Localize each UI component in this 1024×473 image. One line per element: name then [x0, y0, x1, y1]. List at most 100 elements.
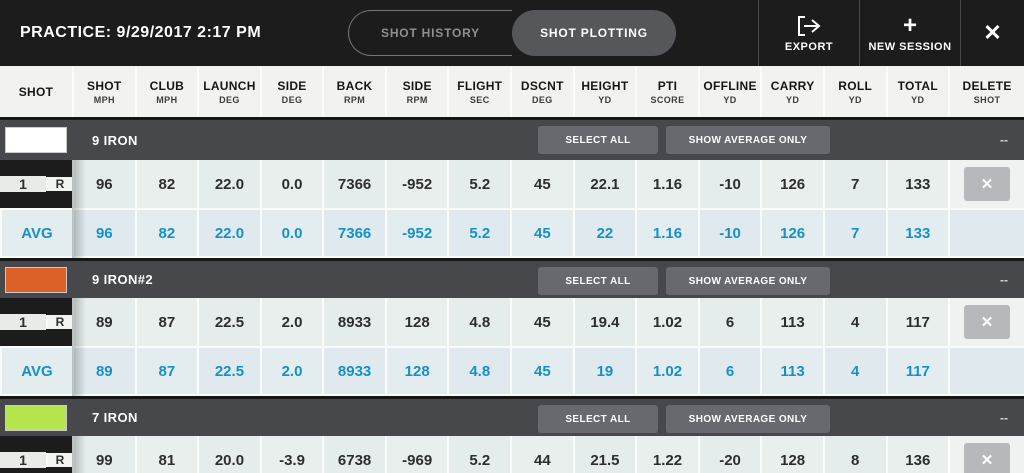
- avg-value-pti: 1.02: [635, 348, 698, 396]
- delete-shot-button[interactable]: ✕: [964, 167, 1011, 201]
- col-header-carry-yd: CARRY YD: [760, 66, 823, 117]
- col-header-offline-yd: OFFLINE YD: [697, 66, 761, 117]
- shot-value-side: 128: [384, 298, 448, 348]
- tab-shot-plotting[interactable]: SHOT PLOTTING: [512, 10, 676, 56]
- shot-value-flight: 5.2: [447, 436, 511, 473]
- shot-value-back: 8933: [322, 298, 385, 348]
- col-header-label: OFFLINE: [703, 78, 757, 93]
- close-icon: ✕: [983, 20, 1002, 45]
- show-average-only-button[interactable]: SHOW AVERAGE ONLY: [666, 267, 830, 295]
- avg-value-roll: 7: [822, 210, 886, 258]
- col-header-label: SIDE: [402, 78, 432, 93]
- col-header-unit: DEG: [531, 94, 553, 105]
- avg-value-back: 8933: [322, 348, 385, 396]
- avg-value-carry: 113: [760, 348, 823, 396]
- col-header-unit: DEG: [281, 94, 303, 105]
- avg-value-club: 82: [134, 210, 198, 258]
- shot-row[interactable]: 1 R 96 82 22.0 0.0 7366 -952 5.2 45 22.1 1.16 -10 126…: [0, 160, 1024, 210]
- shot-value-side: -3.9: [259, 436, 323, 473]
- shot-value-offline: -10: [697, 160, 761, 210]
- shot-value-launch: 22.0: [197, 160, 260, 210]
- export-button[interactable]: EXPORT: [758, 0, 859, 66]
- col-header-label: SHOT: [87, 78, 122, 93]
- close-button[interactable]: ✕: [960, 0, 1024, 66]
- new-session-label: NEW SESSION: [868, 41, 952, 53]
- shot-value-height: 21.5: [572, 436, 636, 473]
- group-swatch-wrap: [0, 266, 72, 293]
- show-average-only-button[interactable]: SHOW AVERAGE ONLY: [666, 405, 830, 433]
- export-label: EXPORT: [784, 41, 834, 53]
- group-color-swatch: [5, 127, 67, 153]
- delete-shot-button[interactable]: ✕: [964, 305, 1011, 339]
- col-header-unit: YD: [598, 94, 612, 105]
- select-all-button[interactable]: SELECT ALL: [538, 267, 658, 295]
- shot-hand-flag: R: [46, 315, 72, 329]
- col-header-label: BACK: [336, 78, 373, 93]
- col-header-delete-shot: DELETE SHOT: [948, 66, 1024, 117]
- select-all-button[interactable]: SELECT ALL: [538, 405, 658, 433]
- tab-shot-history-label: SHOT HISTORY: [381, 26, 480, 40]
- avg-value-height: 19: [572, 348, 636, 396]
- table-header-row: SHOT SHOT MPH CLUB MPH LAUNCH DEG SIDE DEG BACK RP…: [0, 66, 1024, 120]
- new-session-button[interactable]: + NEW SESSION: [859, 0, 960, 66]
- shot-value-flight: 4.8: [447, 298, 511, 348]
- avg-value-launch: 22.0: [197, 210, 260, 258]
- shot-value-launch: 22.5: [197, 298, 260, 348]
- group-swatch-wrap: [0, 127, 72, 153]
- col-header-unit: RPM: [406, 94, 428, 105]
- shot-value-carry: 113: [760, 298, 823, 348]
- shot-value-shot: 99: [72, 436, 135, 473]
- col-header-unit: SCORE: [650, 94, 685, 105]
- shot-value-offline: -20: [697, 436, 761, 473]
- shot-value-side: 0.0: [259, 160, 323, 210]
- group-name-label: 9 IRON: [92, 132, 138, 148]
- avg-value-total: 117: [885, 348, 949, 396]
- col-header-flight-sec: FLIGHT SEC: [447, 66, 511, 117]
- col-header-label: DELETE: [962, 78, 1012, 93]
- delete-cell: ✕: [948, 160, 1024, 210]
- avg-value-dscnt: 45: [510, 210, 573, 258]
- avg-label-cell: AVG: [0, 210, 72, 258]
- avg-value-side: 2.0: [259, 348, 323, 396]
- avg-value-side: -952: [384, 210, 448, 258]
- avg-value-roll: 4: [822, 348, 886, 396]
- shot-value-carry: 128: [760, 436, 823, 473]
- select-all-button[interactable]: SELECT ALL: [538, 126, 658, 154]
- col-header-unit: YD: [911, 94, 925, 105]
- col-header-shot: SHOT: [0, 66, 72, 117]
- avg-delete-cell-empty: [948, 348, 1024, 396]
- shot-row[interactable]: 1 R 99 81 20.0 -3.9 6738 -969 5.2 44 21.5 1.22 -20 12…: [0, 436, 1024, 473]
- avg-value-shot: 96: [72, 210, 135, 258]
- col-header-unit: SHOT: [973, 94, 1001, 105]
- col-header-label: LAUNCH: [203, 78, 256, 93]
- avg-delete-cell-empty: [948, 210, 1024, 258]
- shot-value-roll: 8: [822, 436, 886, 473]
- avg-label-cell: AVG: [0, 348, 72, 396]
- shot-row[interactable]: 1 R 89 87 22.5 2.0 8933 128 4.8 45 19.4 1.02 6 113 4 11…: [0, 298, 1024, 348]
- group-swatch-wrap: [0, 404, 72, 431]
- col-header-label: SIDE: [277, 78, 307, 93]
- show-average-only-button[interactable]: SHOW AVERAGE ONLY: [666, 126, 830, 154]
- tab-shot-history[interactable]: SHOT HISTORY: [348, 10, 512, 56]
- delete-shot-button[interactable]: ✕: [964, 443, 1011, 473]
- col-header-roll-yd: ROLL YD: [822, 66, 886, 117]
- col-header-unit: MPH: [156, 94, 178, 105]
- col-header-unit: DEG: [219, 94, 240, 105]
- col-header-unit: YD: [785, 94, 800, 105]
- shot-value-height: 22.1: [572, 160, 636, 210]
- delete-cell: ✕: [948, 298, 1024, 348]
- shot-value-shot: 96: [72, 160, 135, 210]
- shot-value-shot: 89: [72, 298, 135, 348]
- col-header-label: DSCNT: [520, 78, 564, 93]
- shot-value-flight: 5.2: [447, 160, 511, 210]
- group-row-7-iron: 7 IRON SELECT ALL SHOW AVERAGE ONLY --: [0, 396, 1024, 436]
- shot-value-pti: 1.02: [635, 298, 698, 348]
- avg-value-shot: 89: [72, 348, 135, 396]
- tab-shot-plotting-label: SHOT PLOTTING: [540, 26, 648, 40]
- shot-value-side: -969: [384, 436, 448, 473]
- group-collapse-indicator: --: [1000, 410, 1008, 425]
- group-row-9-iron: 9 IRON SELECT ALL SHOW AVERAGE ONLY --: [0, 120, 1024, 160]
- avg-value-pti: 1.16: [635, 210, 698, 258]
- shot-value-dscnt: 44: [510, 436, 573, 473]
